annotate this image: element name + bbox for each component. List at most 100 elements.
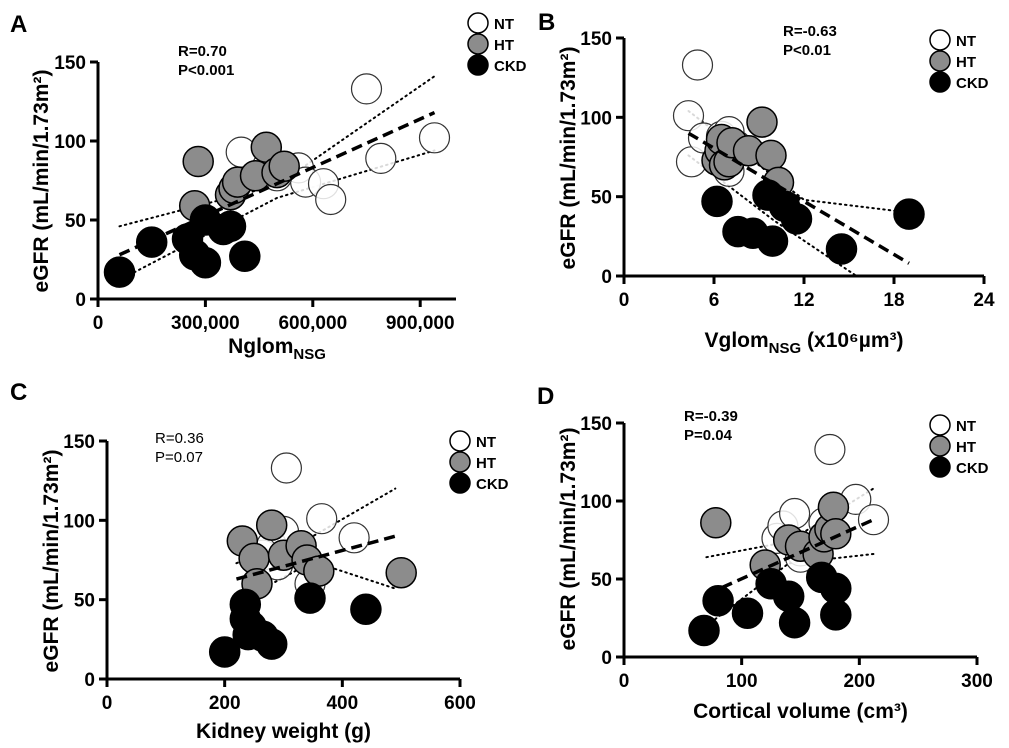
- data-point-ckd: [294, 582, 326, 614]
- regression-line: [687, 131, 910, 265]
- y-tick-label: 150: [580, 29, 612, 50]
- data-point-nt: [778, 497, 811, 530]
- legend-marker-ckd: [929, 71, 951, 93]
- x-tick-label: 600,000: [278, 313, 347, 334]
- x-tick-label: 6: [709, 290, 720, 311]
- data-point-ht: [817, 491, 850, 523]
- panel-letter: C: [10, 379, 27, 406]
- legend-marker-ht: [929, 50, 951, 72]
- y-tick-label: 100: [63, 511, 95, 532]
- x-tick-label: 0: [102, 693, 113, 714]
- y-axis-label: eGFR (mL/min/1.73m²): [40, 450, 63, 673]
- legend-marker-nt: [467, 12, 489, 34]
- legend-label-nt: NT: [476, 434, 496, 451]
- legend-marker-ht: [929, 435, 951, 457]
- y-tick-label: 100: [580, 492, 612, 513]
- data-point-nt: [306, 503, 338, 535]
- legend-label-ckd: CKD: [956, 460, 989, 477]
- legend-marker-nt: [929, 414, 951, 436]
- stat-r-value: R=-0.39: [684, 408, 738, 425]
- x-tick-label: 18: [883, 290, 904, 311]
- y-tick-label: 150: [580, 414, 612, 435]
- y-tick-label: 100: [54, 132, 86, 153]
- x-tick-label: 24: [973, 290, 995, 311]
- data-point-ckd: [893, 198, 925, 230]
- legend-label-ckd: CKD: [956, 75, 989, 92]
- legend-label-ckd: CKD: [476, 476, 509, 493]
- x-axis-label-main: Nglom: [228, 335, 293, 358]
- x-axis-label-subscript: NSG: [769, 340, 802, 357]
- legend-label-nt: NT: [956, 33, 976, 50]
- regression-line: [705, 518, 875, 597]
- y-tick-label: 150: [54, 53, 86, 74]
- x-axis-label: VglomNSG (x10⁶µm³): [705, 329, 904, 357]
- x-axis-label: Cortical volume (cm³): [693, 700, 908, 723]
- data-point-ht: [746, 106, 778, 138]
- y-tick-label: 50: [591, 188, 612, 209]
- data-point-ht: [255, 509, 288, 541]
- legend-marker-ckd: [467, 54, 489, 76]
- x-axis-label: NglomNSG: [228, 335, 326, 363]
- stat-p-value: P=0.04: [684, 427, 733, 444]
- data-point-ckd: [350, 593, 382, 625]
- data-point-ckd: [731, 597, 764, 630]
- stat-r-value: R=0.36: [155, 430, 204, 447]
- y-axis-label: eGFR (mL/min/1.73m²): [557, 47, 580, 270]
- panel-letter: A: [10, 11, 27, 38]
- data-point-nt: [365, 142, 397, 174]
- x-tick-label: 0: [93, 313, 104, 334]
- x-tick-label: 400: [326, 693, 358, 714]
- x-axis-label: Kidney weight (g): [196, 720, 371, 743]
- x-tick-label: 0: [619, 671, 630, 692]
- data-point-ckd: [229, 240, 261, 273]
- legend-label-ckd: CKD: [494, 58, 527, 75]
- data-point-ckd: [255, 628, 288, 660]
- x-tick-label: 600: [444, 693, 476, 714]
- x-tick-label: 200: [209, 693, 241, 714]
- legend-label-ht: HT: [476, 455, 496, 472]
- legend-marker-ht: [467, 33, 489, 55]
- data-point-ckd: [780, 203, 813, 235]
- legend-marker-ckd: [449, 472, 471, 494]
- legend-marker-ckd: [929, 456, 951, 478]
- data-point-nt: [270, 452, 302, 484]
- data-point-ckd: [214, 210, 247, 243]
- stat-p-value: P=0.07: [155, 449, 203, 466]
- x-axis-label-main: Vglom: [705, 329, 769, 352]
- data-point-ht: [755, 139, 787, 172]
- regression-line: [118, 110, 436, 257]
- data-point-ckd: [772, 580, 805, 612]
- data-point-ckd: [701, 185, 733, 218]
- data-point-ckd: [820, 599, 852, 631]
- x-tick-label: 200: [843, 671, 875, 692]
- legend-marker-nt: [449, 430, 471, 452]
- confidence-band-upper: [118, 75, 436, 228]
- data-point-nt: [350, 73, 383, 105]
- panel-letter: B: [538, 9, 555, 36]
- stat-r-value: R=-0.63: [783, 23, 837, 40]
- stat-r-value: R=0.70: [178, 43, 227, 60]
- x-tick-label: 0: [619, 290, 630, 311]
- data-point-nt: [672, 100, 705, 132]
- data-point-ht: [700, 507, 732, 539]
- data-point-ckd: [688, 614, 720, 647]
- data-point-nt: [315, 183, 347, 216]
- y-tick-label: 50: [74, 591, 95, 612]
- data-point-ht: [182, 145, 214, 178]
- x-axis-label-units: (x10⁶µm³): [801, 329, 903, 352]
- x-tick-label: 900,000: [386, 313, 455, 334]
- x-axis-label-main: Cortical volume (cm³): [693, 700, 908, 723]
- data-point-ckd: [189, 246, 222, 279]
- y-tick-label: 0: [601, 267, 612, 288]
- legend-label-ht: HT: [956, 54, 976, 71]
- legend-label-nt: NT: [494, 16, 514, 33]
- data-point-nt: [814, 433, 846, 466]
- data-point-ckd: [103, 256, 136, 288]
- x-axis-label-subscript: NSG: [293, 346, 326, 363]
- data-point-nt: [418, 122, 451, 154]
- y-axis-label: eGFR (mL/min/1.73m²): [557, 428, 580, 651]
